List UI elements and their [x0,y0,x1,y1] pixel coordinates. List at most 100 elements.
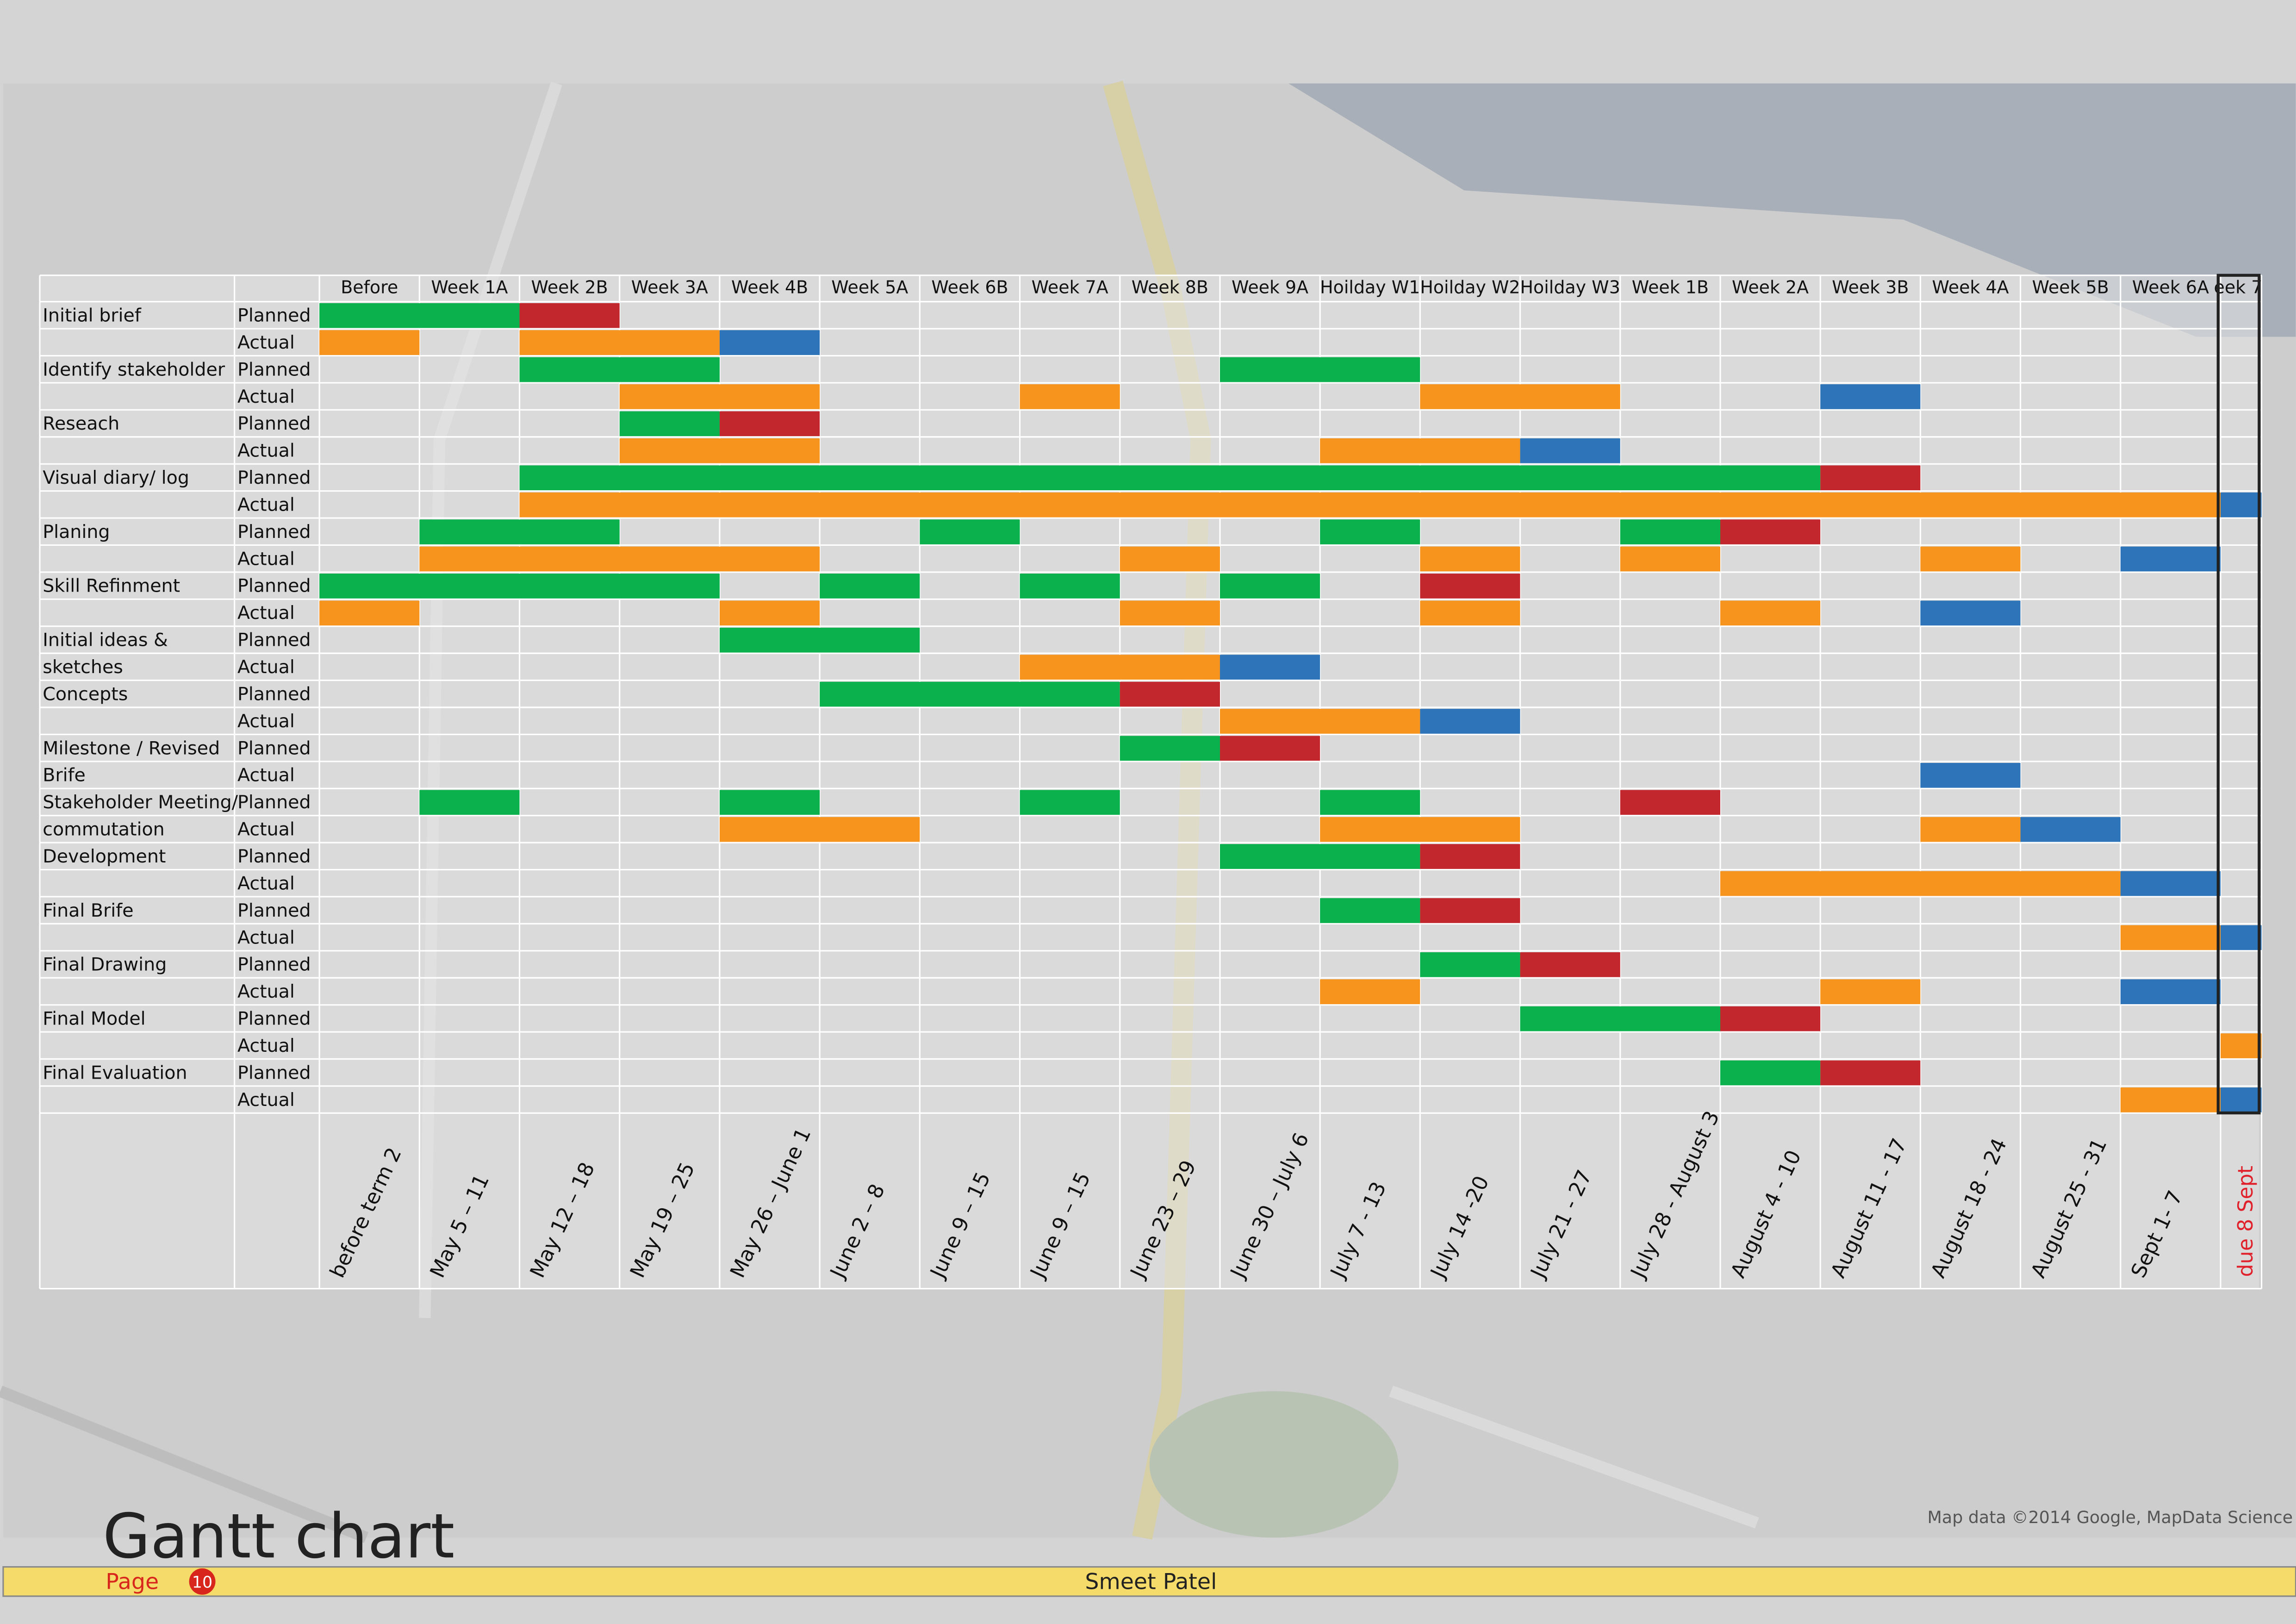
row-kind: Planned [237,305,311,326]
author: Smeet Patel [1085,1569,1217,1594]
row-kind: Planned [237,954,311,975]
task-label: commutation [43,819,164,840]
gantt-bar [1520,1006,1720,1031]
row-kind: Planned [237,467,311,488]
column-header: Week 6A [2132,277,2209,298]
gantt-bar [519,330,720,355]
gantt-bar [1020,655,1220,680]
column-header: Week 7A [1032,277,1108,298]
gantt-bar [1320,790,1420,815]
task-label: Final Model [43,1008,145,1030]
gantt-bar [419,546,820,572]
gantt-bar [1120,600,1220,626]
gantt-bar [1120,736,1220,761]
row-kind: Planned [237,900,311,921]
task-label: Final Evaluation [43,1062,187,1083]
row-kind: Planned [237,1062,311,1083]
column-header: Week 6B [931,277,1008,298]
gantt-bar [1620,790,1720,815]
gantt-bar [1720,871,2121,896]
row-kind: Planned [237,413,311,434]
row-kind: Actual [237,548,295,569]
footer-bar [2,1566,2296,1597]
gantt-bar [1720,1006,1821,1031]
gantt-bar [1520,952,1620,977]
gantt-bar [2120,546,2221,572]
column-header: Week 2B [531,277,608,298]
row-kind: Actual [237,494,295,515]
table-panel [39,275,2259,1289]
gantt-bar [519,492,2221,518]
task-label: sketches [43,656,123,678]
gantt-bar [1620,519,1720,544]
gantt-bar [619,384,820,409]
gantt-bar [719,790,820,815]
row-kind: Actual [237,656,295,678]
gantt-bar [519,303,620,328]
task-label: Initial ideas & [43,630,168,651]
page-title: Gantt chart [103,1501,454,1572]
gantt-bar [2120,1087,2221,1112]
row-kind: Planned [237,630,311,651]
gantt-bar [1920,763,2021,788]
gantt-bar [2020,817,2121,842]
date-label: due 8 Sept [2234,1166,2258,1277]
row-kind: Actual [237,819,295,840]
gantt-bar [1420,898,1520,923]
row-kind: Actual [237,1089,295,1111]
gantt-bar [920,519,1020,544]
gantt-bar [1020,790,1120,815]
column-header: Week 5B [2032,277,2109,298]
column-header: Week 1B [1632,277,1709,298]
task-label: Planing [43,521,110,543]
row-kind: Actual [237,981,295,1002]
row-kind: Actual [237,711,295,732]
gantt-bar [1720,519,1821,544]
task-label: Concepts [43,683,128,705]
gantt-bar [820,681,1120,707]
gantt-bar [519,465,1821,491]
gantt-bar [2221,925,2262,950]
gantt-bar [1420,952,1520,977]
gantt-bar [1520,438,1620,463]
gantt-bar [1420,546,1520,572]
gantt-bar [2120,979,2221,1005]
gantt-bar [1420,600,1520,626]
row-kind: Actual [237,765,295,786]
gantt-bar [719,627,920,653]
column-header: Week 4B [731,277,808,298]
task-label: Milestone / Revised [43,737,220,759]
gantt-bar [1720,1060,1821,1086]
gantt-bar [1420,384,1620,409]
gantt-bar [719,817,920,842]
row-kind: Planned [237,575,311,597]
gantt-bar [1420,709,1520,734]
column-header: Week 3A [631,277,708,298]
column-header: Week 9A [1232,277,1308,298]
gantt-bar [2221,1087,2262,1112]
page-label: Page [106,1569,159,1594]
gantt-bar [619,438,820,463]
column-header: Before [341,277,398,298]
gantt-bar [2221,1033,2262,1058]
gantt-bar [519,357,720,382]
task-label: Visual diary/ log [43,467,189,488]
row-kind: Actual [237,332,295,353]
column-header: Hoilday W1 [1320,277,1420,298]
column-header: Week 5A [831,277,908,298]
gantt-bar [1020,574,1120,599]
task-label: Identify stakeholder [43,359,225,380]
row-kind: Actual [237,440,295,462]
gantt-bar [1720,600,1821,626]
gantt-bar [1320,979,1420,1005]
column-header: Week 4A [1932,277,2009,298]
task-label: Initial brief [43,305,142,326]
due-column-border [2216,274,2261,1115]
gantt-bar [1320,438,1520,463]
gantt-bar [319,574,720,599]
row-kind: Planned [237,521,311,543]
row-kind: Actual [237,386,295,407]
gantt-bar [2221,492,2262,518]
gantt-bar [1220,574,1320,599]
